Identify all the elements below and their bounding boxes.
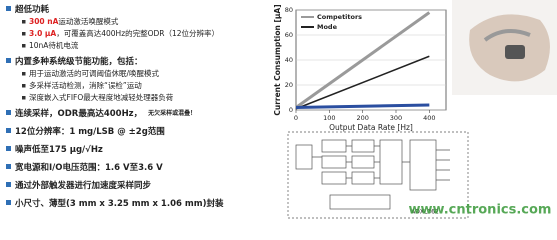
bullet-marker bbox=[6, 182, 11, 187]
y-tick-label: 80 bbox=[285, 6, 293, 14]
bullet-marker bbox=[6, 200, 11, 205]
series-line bbox=[295, 103, 430, 109]
legend-label: Competitors bbox=[317, 13, 362, 21]
watermark: www.cntronics.com bbox=[409, 203, 552, 218]
block-diagram bbox=[287, 131, 469, 219]
bullet-text: 噪声低至175 µg/√Hz bbox=[15, 144, 103, 155]
y-tick-label: 0 bbox=[289, 106, 293, 114]
item-text: 深度嵌入式FIFO最大程度地减轻处理器负荷 bbox=[29, 92, 174, 102]
photo bbox=[452, 0, 557, 95]
x-tick-label: 200 bbox=[356, 114, 368, 122]
x-tick-label: 0 bbox=[294, 114, 298, 122]
bullet-title: 内置多种系统级节能功能，包括： bbox=[15, 56, 143, 67]
bullet-text: 宽电源和I/O电压范围：1.6 V至3.6 V bbox=[14, 162, 163, 173]
highlight: 3.0 µA bbox=[29, 29, 56, 38]
sub-bullet-marker bbox=[22, 44, 26, 48]
bullet-text: 通过外部触发器进行加速度采样同步 bbox=[15, 180, 152, 191]
y-axis-label: Current Consumption [µA] bbox=[273, 4, 282, 115]
item-text: ，可覆盖高达400Hz的完整ODR（12位分辨率） bbox=[56, 28, 219, 38]
bullet-title: 12位分辨率：1 mg/LSB @ ±2g范围 bbox=[15, 126, 165, 137]
sub-bullet-text: 3.0 µA，可覆盖高达400Hz的完整ODR（12位分辨率） bbox=[29, 28, 219, 38]
sub-bullet-text: 深度嵌入式FIFO最大程度地减轻处理器负荷 bbox=[29, 92, 174, 102]
bullet-text: 超低功耗 bbox=[14, 4, 50, 15]
bullet-text: 12位分辨率：1 mg/LSB @ ±2g范围 bbox=[15, 126, 165, 137]
bullet-marker bbox=[6, 146, 11, 151]
bullet-title: 超低功耗 bbox=[14, 4, 50, 15]
bullet-title: 小尺寸、薄型(3 mm x 3.25 mm x 1.06 mm)封装 bbox=[14, 198, 224, 209]
sub-bullet-text: 多采样活动检测，消除“误检”运动 bbox=[29, 80, 142, 90]
sub-bullet-text: 用于运动激活的可调阈值休眠/唤醒模式 bbox=[29, 68, 160, 78]
bullet-marker bbox=[6, 58, 11, 63]
bullet-title: 连续采样，ODR最高达400Hz， bbox=[15, 108, 142, 119]
sub-bullet-marker bbox=[22, 32, 26, 36]
bullet-marker bbox=[6, 164, 11, 169]
bullet-text: 小尺寸、薄型(3 mm x 3.25 mm x 1.06 mm)封装 bbox=[14, 198, 224, 209]
sub-bullet-marker bbox=[22, 96, 26, 100]
y-tick-label: 60 bbox=[285, 31, 293, 39]
bullet-marker bbox=[6, 128, 11, 133]
item-text: 多采样活动检测，消除“误检”运动 bbox=[29, 80, 142, 90]
item-text: 运动激活唤醒模式 bbox=[58, 16, 118, 26]
x-axis-label: Output Data Rate [Hz] bbox=[329, 123, 413, 132]
bullet-title: 通过外部触发器进行加速度采样同步 bbox=[15, 180, 152, 191]
diagram-label: ADXL362 bbox=[411, 209, 439, 216]
sub-bullet-marker bbox=[22, 72, 26, 76]
sub-bullet-marker bbox=[22, 20, 26, 24]
bullet-marker bbox=[6, 110, 11, 115]
bullet-text: 连续采样，ODR最高达400Hz， 无欠采样或混叠！ bbox=[15, 108, 196, 119]
bullet-note: 无欠采样或混叠！ bbox=[147, 109, 196, 117]
item-text: 10nA待机电流 bbox=[29, 40, 79, 50]
sub-bullet-text: 10nA待机电流 bbox=[29, 40, 79, 50]
legend-label: Mode bbox=[317, 23, 338, 31]
item-text: 用于运动激活的可调阈值休眠/唤醒模式 bbox=[29, 68, 160, 78]
y-tick-label: 40 bbox=[285, 56, 293, 64]
sub-bullet-text: 300 nA运动激活唤醒模式 bbox=[29, 16, 119, 26]
series-line bbox=[295, 11, 431, 109]
series-line bbox=[295, 55, 430, 110]
x-tick-label: 300 bbox=[390, 114, 402, 122]
y-tick-label: 20 bbox=[285, 81, 293, 89]
bullet-title: 宽电源和I/O电压范围：1.6 V至3.6 V bbox=[14, 162, 163, 173]
highlight: 300 nA bbox=[29, 17, 59, 26]
sub-bullet-marker bbox=[22, 84, 26, 88]
bullet-marker bbox=[6, 6, 11, 11]
bullet-text: 内置多种系统级节能功能，包括： bbox=[15, 56, 143, 67]
x-tick-label: 100 bbox=[323, 114, 335, 122]
x-tick-label: 400 bbox=[423, 114, 435, 122]
bullet-title: 噪声低至175 µg/√Hz bbox=[15, 144, 103, 155]
